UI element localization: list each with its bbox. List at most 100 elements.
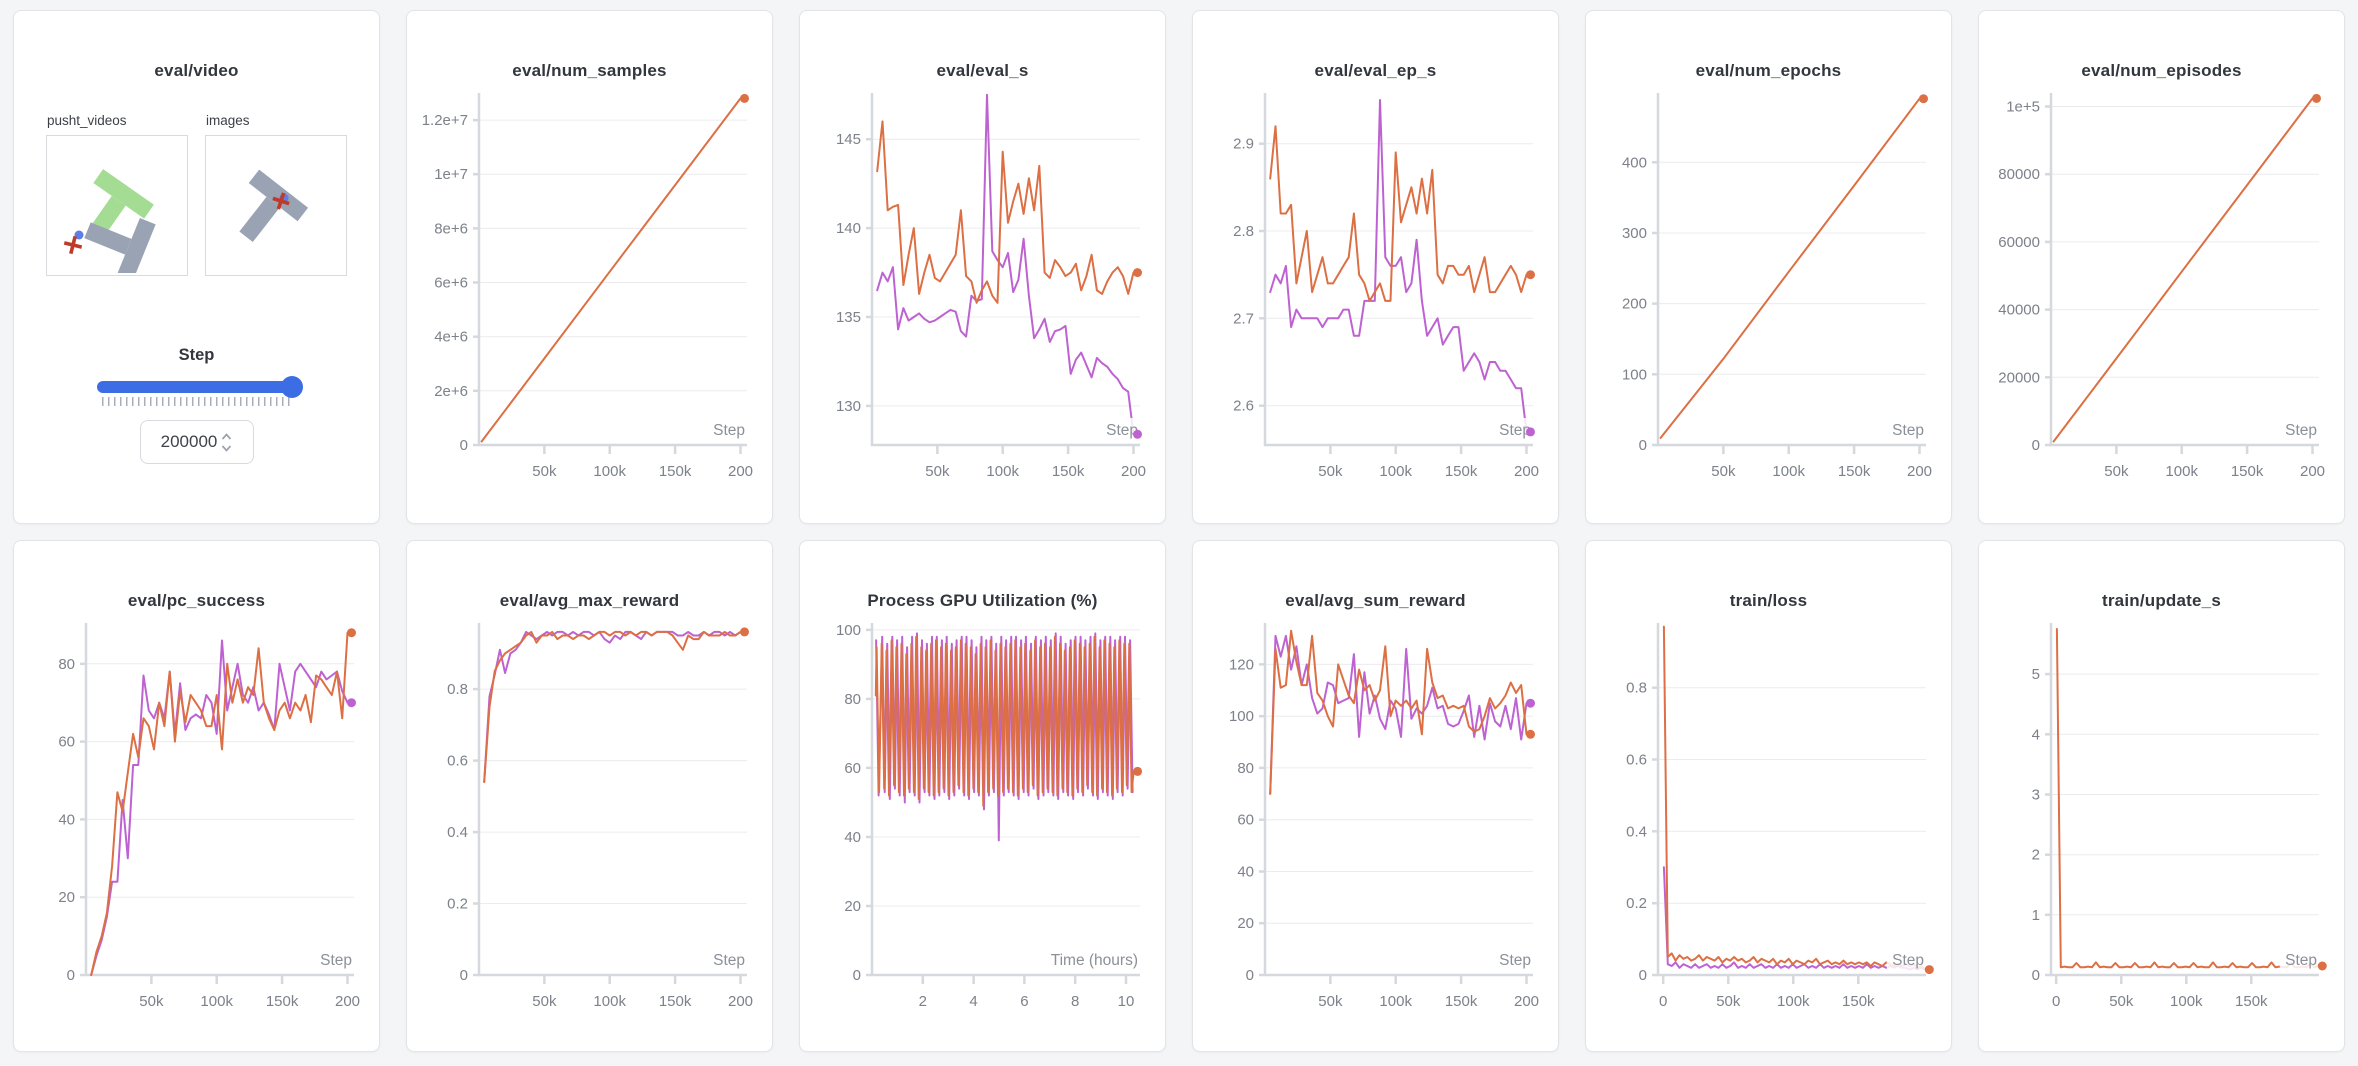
- svg-text:0: 0: [2031, 437, 2039, 454]
- svg-text:80: 80: [844, 691, 861, 708]
- svg-text:150k: 150k: [2235, 993, 2268, 1010]
- line-chart-eval-avg-sum-reward[interactable]: 0 20 40 60 80 100 120 50k 100k 150k 200 Step: [1205, 617, 1547, 1025]
- svg-text:60: 60: [1237, 812, 1254, 829]
- svg-text:2.8: 2.8: [1233, 223, 1254, 240]
- svg-text:10: 10: [1117, 993, 1134, 1010]
- svg-text:200: 200: [334, 993, 359, 1010]
- media-panel-title: eval/video: [154, 61, 239, 80]
- line-chart-eval-num-episodes[interactable]: 0 20000 40000 60000 80000 1e+5 50k 100k 150k 200 S…: [1991, 87, 2333, 495]
- svg-text:50k: 50k: [2109, 993, 2134, 1010]
- svg-text:0: 0: [852, 967, 860, 984]
- svg-text:50k: 50k: [1318, 463, 1343, 480]
- line-chart-train-update-s[interactable]: 0 1 2 3 4 5 0 50k 100k 150k Step: [1991, 617, 2333, 1025]
- svg-text:200: 200: [1621, 296, 1646, 313]
- svg-text:200: 200: [1120, 463, 1145, 480]
- media-thumb-label: images: [206, 113, 250, 128]
- svg-text:Step: Step: [2285, 422, 2317, 439]
- chart-panel-train-loss: train/loss 0 0.2 0.4 0.6 0.8 0 50k 100k 150k Step: [1585, 540, 1952, 1052]
- line-chart-eval-eval-s[interactable]: 130 135 140 145 50k 100k 150k 200 Step: [812, 87, 1154, 495]
- svg-text:100k: 100k: [593, 463, 626, 480]
- svg-text:0.4: 0.4: [447, 824, 468, 841]
- svg-text:100k: 100k: [200, 993, 233, 1010]
- chart-title: eval/num_samples: [512, 61, 667, 80]
- media-thumb-pusht-videos[interactable]: pusht_videos: [46, 113, 188, 282]
- svg-text:0: 0: [459, 437, 467, 454]
- chart-panel-eval-num-samples: eval/num_samples 0 2e+6 4e+6 6e+6 8e+6 1e+7 1.…: [406, 10, 773, 524]
- svg-text:0: 0: [1638, 437, 1646, 454]
- svg-text:100k: 100k: [1777, 993, 1810, 1010]
- chart-title: eval/avg_sum_reward: [1285, 591, 1466, 610]
- step-slider-handle[interactable]: [280, 376, 303, 398]
- svg-text:2.7: 2.7: [1233, 310, 1254, 327]
- svg-text:100k: 100k: [1379, 463, 1412, 480]
- svg-text:200: 200: [2299, 463, 2324, 480]
- svg-text:0: 0: [66, 967, 74, 984]
- svg-text:50k: 50k: [1716, 993, 1741, 1010]
- svg-text:50k: 50k: [925, 463, 950, 480]
- svg-text:140: 140: [835, 220, 860, 237]
- line-chart-eval-num-samples[interactable]: 0 2e+6 4e+6 6e+6 8e+6 1e+7 1.2e+7 50k 100k 150k 20…: [419, 87, 761, 495]
- svg-text:100k: 100k: [1379, 993, 1412, 1010]
- svg-text:145: 145: [835, 131, 860, 148]
- svg-text:3: 3: [2031, 787, 2039, 804]
- svg-text:100k: 100k: [986, 463, 1019, 480]
- media-thumbnails: pusht_videos: [46, 113, 347, 282]
- chart-panel-eval-num-epochs: eval/num_epochs 0 100 200 300 400 50k 100k 150k…: [1585, 10, 1952, 524]
- svg-text:0.4: 0.4: [1626, 823, 1647, 840]
- chart-title: train/update_s: [2102, 591, 2221, 610]
- svg-text:20: 20: [1237, 915, 1254, 932]
- line-chart-eval-num-epochs[interactable]: 0 100 200 300 400 50k 100k 150k 200 Step: [1598, 87, 1940, 495]
- stepper-arrows-icon[interactable]: [221, 431, 232, 454]
- line-chart-eval-eval-ep-s[interactable]: 2.6 2.7 2.8 2.9 50k 100k 150k 200 Step: [1205, 87, 1547, 495]
- line-chart-gpu-utilization[interactable]: 0 20 40 60 80 100 2 4 6 8 10 Time (hours): [812, 617, 1154, 1025]
- svg-text:50k: 50k: [139, 993, 164, 1010]
- svg-text:Step: Step: [2285, 952, 2317, 969]
- svg-text:50k: 50k: [1318, 993, 1343, 1010]
- chart-title: eval/num_episodes: [2081, 61, 2242, 80]
- svg-text:Step: Step: [713, 952, 745, 969]
- line-chart-eval-pc-success[interactable]: 0 20 40 60 80 50k 100k 150k 200 Step: [26, 617, 368, 1025]
- svg-text:2.9: 2.9: [1233, 136, 1254, 153]
- svg-text:200: 200: [727, 463, 752, 480]
- svg-text:20000: 20000: [1998, 369, 2040, 386]
- svg-text:100k: 100k: [1772, 463, 1805, 480]
- line-chart-eval-avg-max-reward[interactable]: 0 0.2 0.4 0.6 0.8 50k 100k 150k 200 Step: [419, 617, 761, 1025]
- svg-text:150k: 150k: [1842, 993, 1875, 1010]
- svg-text:0.8: 0.8: [447, 681, 468, 698]
- pusht-video-preview[interactable]: [46, 135, 188, 282]
- svg-text:0: 0: [1638, 967, 1646, 984]
- svg-text:0.8: 0.8: [1626, 680, 1647, 697]
- svg-text:200: 200: [1513, 993, 1538, 1010]
- svg-text:135: 135: [835, 309, 860, 326]
- svg-text:50k: 50k: [532, 463, 557, 480]
- svg-text:40: 40: [844, 829, 861, 846]
- svg-text:40000: 40000: [1998, 302, 2040, 319]
- svg-text:50k: 50k: [2104, 463, 2129, 480]
- step-slider-track[interactable]: [96, 376, 303, 398]
- images-preview[interactable]: [205, 135, 347, 276]
- svg-text:200: 200: [727, 993, 752, 1010]
- svg-text:130: 130: [835, 398, 860, 415]
- svg-text:20: 20: [58, 889, 75, 906]
- svg-text:100: 100: [835, 622, 860, 639]
- svg-text:5: 5: [2031, 666, 2039, 683]
- svg-text:200: 200: [1906, 463, 1931, 480]
- chart-panel-eval-avg-max-reward: eval/avg_max_reward 0 0.2 0.4 0.6 0.8 50k 100k…: [406, 540, 773, 1052]
- svg-text:Step: Step: [1892, 422, 1924, 439]
- line-chart-train-loss[interactable]: 0 0.2 0.4 0.6 0.8 0 50k 100k 150k Step: [1598, 617, 1940, 1025]
- step-slider[interactable]: [96, 376, 303, 398]
- svg-text:100: 100: [1228, 708, 1253, 725]
- chart-title: train/loss: [1729, 591, 1808, 610]
- media-thumb-images[interactable]: images: [205, 113, 347, 276]
- goal-cross: [272, 192, 290, 210]
- chart-panel-eval-pc-success: eval/pc_success 0 20 40 60 80 50k 100k 150k 200 S…: [13, 540, 380, 1052]
- svg-text:2.6: 2.6: [1233, 398, 1254, 415]
- svg-text:150k: 150k: [1444, 463, 1477, 480]
- svg-text:40: 40: [58, 811, 75, 828]
- gray-t-shape: [239, 169, 309, 243]
- step-input[interactable]: 200000: [139, 420, 254, 464]
- chart-title: eval/num_epochs: [1695, 61, 1842, 80]
- chart-panel-train-update-s: train/update_s 0 1 2 3 4 5 0 50k 100k 150k Step: [1978, 540, 2345, 1052]
- svg-text:1e+5: 1e+5: [2006, 99, 2040, 116]
